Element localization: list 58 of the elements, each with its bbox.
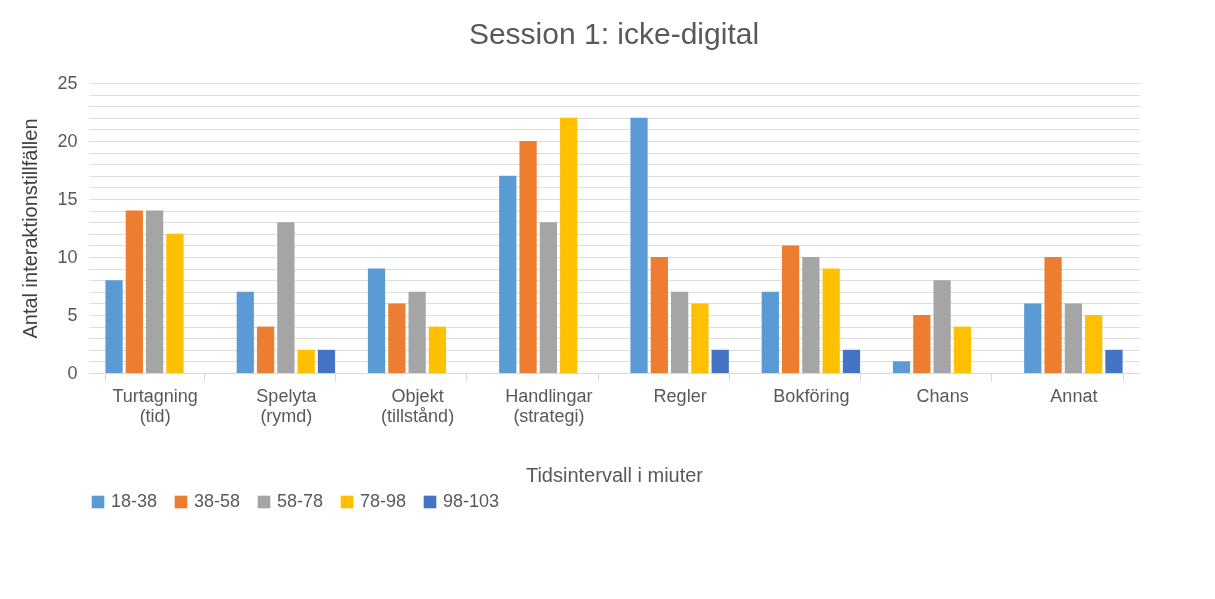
bar	[125, 210, 143, 373]
y-axis-title: Antal interaktionstillfällen	[19, 118, 42, 339]
bar	[691, 303, 709, 373]
bar	[297, 349, 315, 373]
bar	[539, 222, 557, 373]
bar	[236, 291, 254, 373]
chart-title: Session 1: icke-digital	[468, 17, 760, 50]
bar	[408, 291, 426, 373]
bar	[1064, 303, 1082, 373]
y-tick-label: 25	[57, 72, 78, 93]
x-tick-label: Regler	[653, 385, 707, 406]
y-tick-label: 15	[57, 188, 78, 209]
bar	[560, 117, 578, 373]
bar	[1024, 303, 1042, 373]
y-tick-label: 0	[67, 362, 78, 383]
bar	[317, 349, 336, 373]
bar	[913, 315, 931, 373]
bar	[146, 210, 164, 373]
legend-label: 18-38	[111, 491, 158, 511]
x-tick-label: Handlingar (strategi)	[505, 385, 593, 426]
bar	[892, 361, 911, 373]
bar	[1085, 315, 1103, 373]
x-tick-label: Spelyta (rymd)	[256, 385, 318, 426]
x-tick-label: Chans	[916, 385, 969, 406]
legend-label: 38-58	[194, 491, 241, 511]
bar	[802, 257, 820, 373]
x-axis-title: Tidsintervall i miuter	[525, 463, 704, 486]
bar	[711, 349, 729, 373]
x-tick-label: Turtagning (tid)	[112, 385, 198, 426]
x-tick-label: Annat	[1050, 385, 1098, 406]
bar	[428, 326, 447, 373]
bar	[388, 303, 406, 373]
bar	[166, 233, 184, 373]
legend-label: 98-103	[443, 491, 500, 511]
bar	[1105, 349, 1123, 373]
y-tick-label: 10	[57, 246, 78, 267]
bar	[256, 326, 275, 373]
legend-label: 78-98	[360, 491, 407, 511]
bar	[630, 117, 648, 373]
bar	[1044, 257, 1062, 373]
bar	[499, 175, 517, 373]
bar	[367, 268, 386, 373]
x-tick-label: Bokföring	[773, 385, 850, 406]
bar	[761, 291, 779, 373]
x-tick-label: Objekt (tillstånd)	[381, 385, 455, 426]
y-tick-label: 20	[57, 130, 78, 151]
bar	[650, 257, 668, 373]
bar	[953, 326, 972, 373]
bar	[105, 280, 123, 373]
legend-label: 58-78	[277, 491, 324, 511]
bar	[933, 280, 951, 373]
bar	[519, 141, 537, 373]
bar	[277, 222, 295, 373]
bar	[822, 268, 840, 373]
y-tick-label: 5	[67, 304, 78, 325]
bar	[781, 245, 800, 373]
bar	[842, 349, 861, 373]
bar	[671, 291, 689, 373]
